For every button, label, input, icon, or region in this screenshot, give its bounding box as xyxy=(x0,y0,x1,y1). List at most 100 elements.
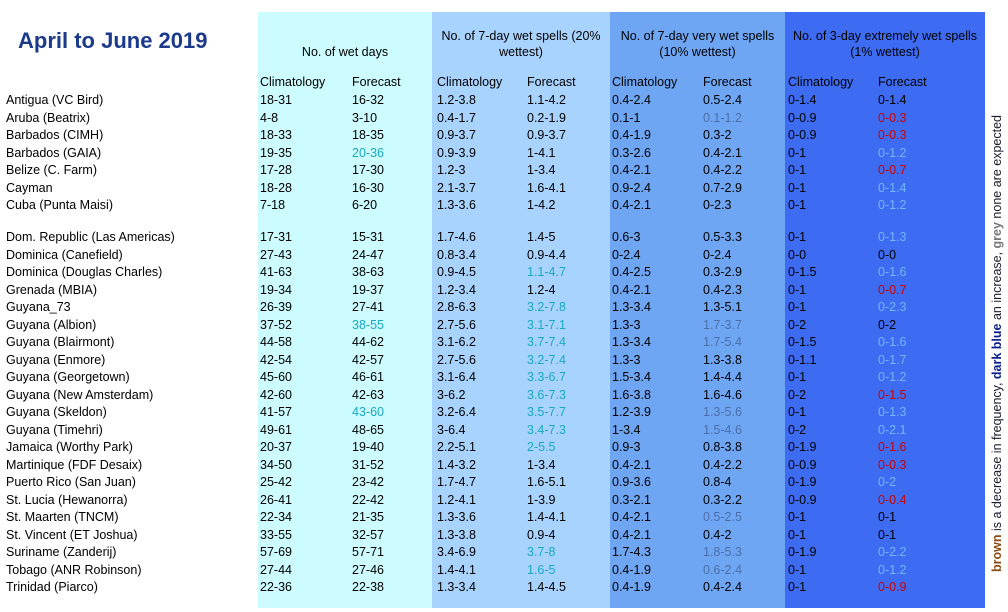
forecast-cell: 3-10 xyxy=(352,110,378,125)
climatology-cell: 1.4-3.2 xyxy=(437,457,476,472)
climatology-cell: 1.2-3.4 xyxy=(437,282,476,297)
forecast-cell: 0-0.7 xyxy=(878,163,907,177)
forecast-cell: 0.4-2.3 xyxy=(703,282,742,297)
forecast-cell: 1.4-4.4 xyxy=(703,370,742,384)
climatology-cell: 1.2-3.8 xyxy=(437,93,476,107)
station-name: Barbados (GAIA) xyxy=(6,145,102,160)
forecast-cell: 0-1.7 xyxy=(878,352,907,367)
forecast-cell: 1-3.4 xyxy=(527,163,556,177)
forecast-cell: 16-32 xyxy=(352,93,384,107)
climatology-cell: 0-1 xyxy=(788,562,807,577)
forecast-cell: 0-1 xyxy=(878,510,897,524)
forecast-cell: 0.9-3.7 xyxy=(527,128,566,142)
forecast-cell: 1-4.2 xyxy=(527,198,556,212)
forecast-cell: 57-71 xyxy=(352,545,384,559)
climatology-cell: 0-1 xyxy=(788,180,807,195)
climatology-cell: 41-57 xyxy=(260,405,292,419)
climatology-cell: 0.4-2.4 xyxy=(612,93,651,107)
note-part: is a decrease in frequency, xyxy=(990,379,1004,535)
climatology-cell: 0-0 xyxy=(788,247,807,262)
climatology-cell: 0-1 xyxy=(788,300,807,314)
climatology-cell: 1.7-4.7 xyxy=(437,475,476,489)
climatology-cell: 0.4-2.1 xyxy=(612,282,651,297)
forecast-cell: 1-3.4 xyxy=(527,457,556,472)
forecast-cell: 0-1.4 xyxy=(878,93,907,107)
forecast-cell: 1.1-4.7 xyxy=(527,265,566,279)
subheader: Climatology xyxy=(788,75,854,89)
climatology-cell: 0-0.9 xyxy=(788,110,817,125)
forecast-cell: 1.5-4.6 xyxy=(703,422,742,437)
forecast-cell: 0-1.2 xyxy=(878,198,907,212)
forecast-cell: 15-31 xyxy=(352,230,384,244)
forecast-cell: 22-38 xyxy=(352,580,384,594)
forecast-cell: 0-2.4 xyxy=(703,247,732,262)
forecast-cell: 0-1.2 xyxy=(878,145,907,160)
climatology-cell: 0-1 xyxy=(788,230,807,244)
forecast-cell: 3.7-8 xyxy=(527,545,556,559)
forecast-cell: 0.4-2.2 xyxy=(703,163,742,177)
forecast-cell: 1.6-4.6 xyxy=(703,387,742,402)
climatology-cell: 0.4-1.9 xyxy=(612,128,651,142)
climatology-cell: 1.6-3.8 xyxy=(612,387,651,402)
subheader: Forecast xyxy=(527,75,576,89)
climatology-cell: 18-31 xyxy=(260,93,292,107)
forecast-cell: 0.4-2 xyxy=(703,527,732,542)
forecast-cell: 3.5-7.7 xyxy=(527,405,566,419)
station-name: Tobago (ANR Robinson) xyxy=(6,562,142,577)
climatology-cell: 3.1-6.4 xyxy=(437,370,476,384)
forecast-cell: 0-1.2 xyxy=(878,562,907,577)
climatology-cell: 0.4-2.1 xyxy=(612,527,651,542)
forecast-cell: 0-0.9 xyxy=(878,580,907,594)
forecast-cell: 22-42 xyxy=(352,492,384,507)
climatology-cell: 49-61 xyxy=(260,422,292,437)
forecast-cell: 0-1.3 xyxy=(878,405,907,419)
station-name: Dominica (Douglas Charles) xyxy=(6,265,163,279)
climatology-cell: 0-1.9 xyxy=(788,440,817,454)
subheader: Forecast xyxy=(703,75,752,89)
climatology-cell: 0-1 xyxy=(788,370,807,384)
climatology-cell: 0.9-4.5 xyxy=(437,265,476,279)
climatology-cell: 1.3-3.6 xyxy=(437,510,476,524)
forecast-cell: 3.6-7.3 xyxy=(527,387,566,402)
climatology-cell: 42-54 xyxy=(260,352,292,367)
forecast-cell: 44-62 xyxy=(352,335,384,349)
station-name: Cayman xyxy=(6,180,53,195)
station-name: Guyana (Skeldon) xyxy=(6,405,107,419)
station-name: Guyana (New Amsterdam) xyxy=(6,387,154,402)
climatology-cell: 0-1 xyxy=(788,405,807,419)
forecast-cell: 1.1-4.2 xyxy=(527,93,566,107)
climatology-cell: 26-39 xyxy=(260,300,292,314)
climatology-cell: 3.2-6.4 xyxy=(437,405,476,419)
forecast-cell: 1.3-3.8 xyxy=(703,352,742,367)
forecast-cell: 1.4-4.5 xyxy=(527,580,566,594)
forecast-cell: 0.6-2.4 xyxy=(703,562,742,577)
climatology-cell: 2.1-3.7 xyxy=(437,180,476,195)
forecast-cell: 0.9-4.4 xyxy=(527,247,566,262)
station-name: Guyana (Timehri) xyxy=(6,422,103,437)
forecast-cell: 19-40 xyxy=(352,440,384,454)
station-name: Suriname (Zanderij) xyxy=(6,545,117,559)
note-part: an increase, xyxy=(990,248,1004,324)
forecast-cell: 27-46 xyxy=(352,562,384,577)
climatology-cell: 1.3-3.4 xyxy=(437,580,476,594)
subheader: Forecast xyxy=(352,75,401,89)
climatology-cell: 45-60 xyxy=(260,370,292,384)
climatology-cell: 1.3-3.4 xyxy=(612,300,651,314)
climatology-cell: 0-1 xyxy=(788,163,807,177)
station-name: Guyana_73 xyxy=(6,300,71,314)
climatology-cell: 0-1.5 xyxy=(788,265,817,279)
climatology-cell: 0.4-1.9 xyxy=(612,580,651,594)
climatology-cell: 1.3-3 xyxy=(612,352,641,367)
forecast-cell: 32-57 xyxy=(352,527,384,542)
forecast-cell: 19-37 xyxy=(352,282,384,297)
climatology-cell: 0.4-2.1 xyxy=(612,198,651,212)
forecast-cell: 1.7-3.7 xyxy=(703,317,742,332)
forecast-cell: 1.4-5 xyxy=(527,230,556,244)
forecast-cell: 3.7-7.4 xyxy=(527,335,566,349)
forecast-cell: 42-63 xyxy=(352,387,384,402)
forecast-cell: 1.7-5.4 xyxy=(703,335,742,349)
forecast-cell: 17-30 xyxy=(352,163,384,177)
climatology-cell: 0.6-3 xyxy=(612,230,641,244)
forecast-cell: 0.3-2.2 xyxy=(703,492,742,507)
station-name: Guyana (Albion) xyxy=(6,317,97,332)
